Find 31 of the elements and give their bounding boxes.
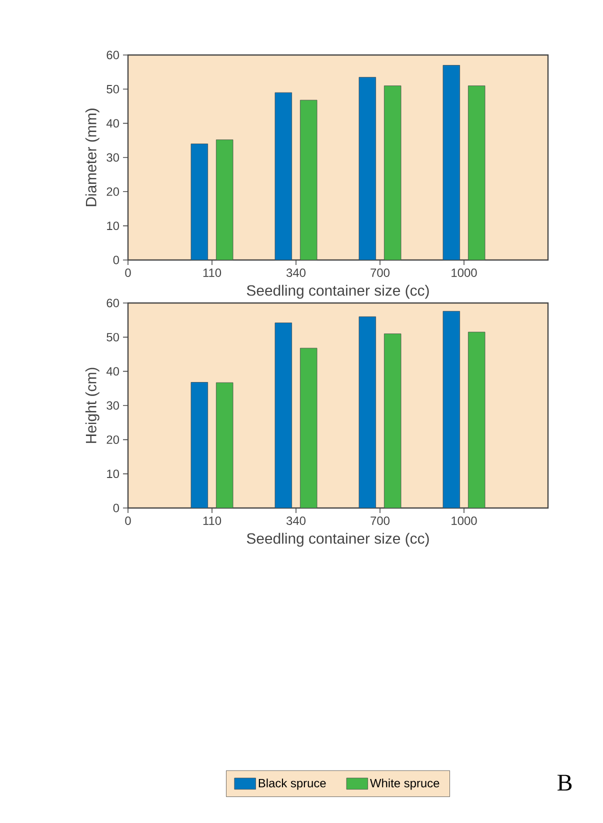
y-tick-label: 40 bbox=[106, 367, 120, 376]
y-tick-label: 50 bbox=[106, 84, 120, 94]
x-axis-title: Seedling container size (cc) bbox=[246, 284, 429, 299]
y-axis-title: Height (cm) bbox=[85, 368, 100, 443]
text: B bbox=[558, 774, 572, 791]
x-tick-label: 340 bbox=[286, 268, 306, 277]
x-tick-label: 0 bbox=[125, 516, 131, 525]
y-tick-label: 60 bbox=[106, 298, 120, 308]
y-tick-label: 10 bbox=[107, 222, 120, 230]
y-tick-label: 0 bbox=[113, 504, 120, 512]
x-tick-label: 700 bbox=[370, 516, 390, 525]
x-tick-label: 110 bbox=[203, 268, 222, 277]
y-tick-label: 20 bbox=[106, 187, 120, 196]
y-tick-label: 40 bbox=[106, 119, 120, 128]
legend-label: White spruce bbox=[370, 778, 440, 790]
y-tick-label: 50 bbox=[106, 332, 120, 342]
y-tick-label: 30 bbox=[106, 153, 120, 162]
y-tick-label: 60 bbox=[106, 50, 120, 60]
y-tick-label: 20 bbox=[106, 435, 120, 444]
x-axis-title: Seedling container size (cc) bbox=[246, 532, 429, 547]
x-tick-label: 0 bbox=[125, 268, 131, 277]
x-tick-label: 340 bbox=[286, 516, 306, 525]
y-axis-title: Diameter (mm) bbox=[85, 108, 100, 206]
legend-label: Black spruce bbox=[258, 778, 326, 790]
x-tick-label: 1000 bbox=[452, 516, 477, 525]
y-tick-label: 10 bbox=[107, 470, 120, 478]
y-tick-label: 0 bbox=[113, 256, 120, 264]
y-tick-label: 30 bbox=[106, 401, 120, 410]
x-tick-label: 700 bbox=[370, 268, 390, 277]
x-tick-label: 110 bbox=[203, 516, 222, 525]
x-tick-label: 1000 bbox=[452, 268, 477, 277]
